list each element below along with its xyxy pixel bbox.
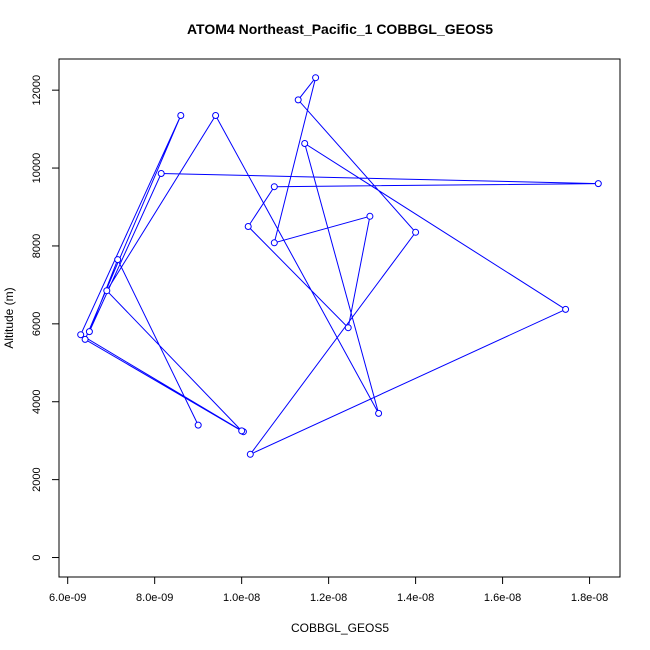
data-point xyxy=(103,287,111,295)
data-point xyxy=(85,328,93,336)
data-point xyxy=(412,228,420,236)
data-point xyxy=(157,170,165,177)
chart-title: ATOM4 Northeast_Pacific_1 COBBGL_GEOS5 xyxy=(187,21,493,37)
x-tick-label: 1.2e-08 xyxy=(310,592,347,604)
y-tick-label: 0 xyxy=(31,554,43,560)
series-line xyxy=(80,77,599,455)
y-tick-label: 8000 xyxy=(31,234,43,258)
data-point xyxy=(177,112,185,119)
x-tick-label: 1.4e-08 xyxy=(397,592,434,604)
data-point xyxy=(270,183,278,191)
data-point xyxy=(294,96,302,104)
x-axis: 6.0e-09 8.0e-09 1.0e-08 1.2e-08 1.4e-08 1.6e-… xyxy=(49,576,608,604)
data-point xyxy=(375,409,383,417)
x-tick-label: 1.6e-08 xyxy=(484,592,521,604)
data-point xyxy=(114,256,122,264)
data-point xyxy=(244,223,252,230)
plot-frame xyxy=(58,58,621,578)
x-tick-label: 1.8e-08 xyxy=(571,592,608,604)
x-tick-label: 8.0e-09 xyxy=(136,592,173,604)
data-point xyxy=(312,74,320,82)
data-point xyxy=(594,180,602,188)
x-tick-label: 6.0e-09 xyxy=(49,592,86,604)
data-point xyxy=(212,112,220,119)
y-tick-label: 10000 xyxy=(31,153,43,184)
data-point xyxy=(238,427,246,435)
data-point xyxy=(344,324,352,332)
data-point xyxy=(194,421,202,429)
y-axis-label: Altitude (m) xyxy=(2,287,16,348)
data-point xyxy=(77,331,85,339)
data-point xyxy=(301,140,309,147)
y-axis: 0 2000 4000 6000 8000 10000 12000 xyxy=(31,75,60,561)
data-point xyxy=(81,335,89,343)
x-axis-label: COBBGL_GEOS5 xyxy=(291,621,389,635)
y-tick-label: 6000 xyxy=(31,312,43,336)
data-point xyxy=(246,450,254,458)
y-tick-label: 4000 xyxy=(31,389,43,413)
y-tick-label: 12000 xyxy=(31,75,43,106)
y-tick-label: 2000 xyxy=(31,467,43,491)
data-point xyxy=(562,305,570,313)
x-tick-label: 1.0e-08 xyxy=(223,592,260,604)
data-point xyxy=(270,239,278,247)
data-point xyxy=(366,212,374,220)
series-layer xyxy=(77,74,602,458)
